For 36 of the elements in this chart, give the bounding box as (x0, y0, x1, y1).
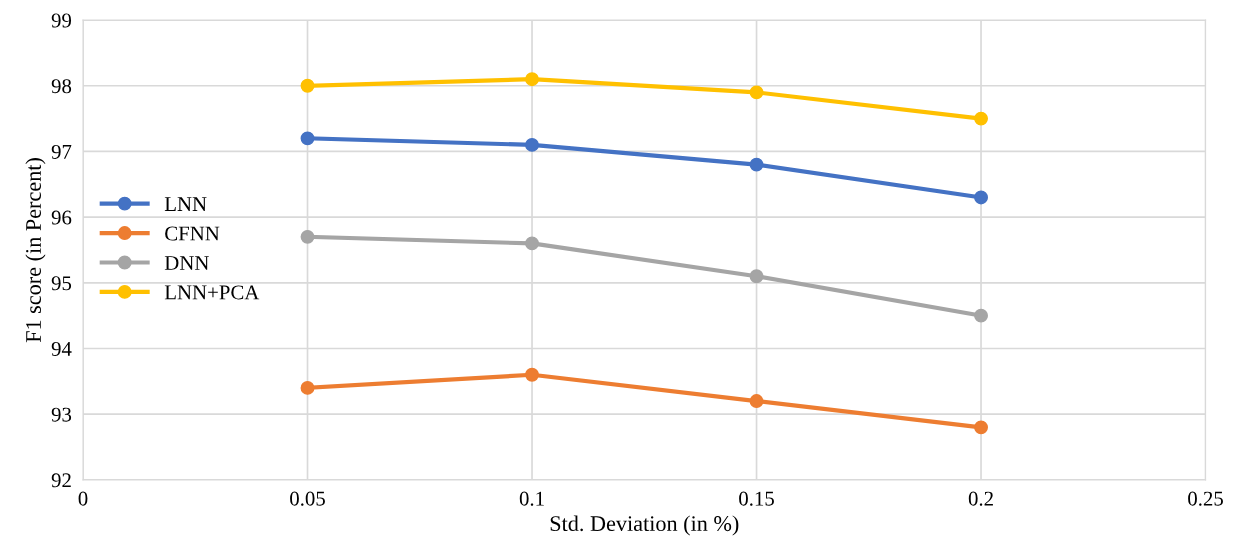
x-tick-label: 0.05 (290, 491, 325, 506)
point (300, 131, 315, 146)
y-axis-title: F1 score (in Percent) (25, 158, 46, 343)
x-tick-label: 0.25 (1188, 491, 1223, 506)
point (300, 380, 315, 395)
legend-label: LNN (164, 197, 207, 211)
x-tick-label: 0 (78, 491, 88, 506)
y-tick-label: 94 (51, 341, 72, 356)
y-tick-label: 93 (51, 407, 72, 422)
point (749, 394, 764, 409)
point (300, 229, 315, 244)
y-tick-label: 95 (51, 276, 72, 291)
y-tick-label: 96 (51, 210, 72, 225)
point (525, 72, 539, 87)
point (525, 137, 539, 152)
x-tick-label: 0.1 (519, 491, 544, 506)
point (974, 111, 988, 126)
point (749, 157, 764, 172)
y-tick-label: 97 (51, 144, 72, 159)
point (525, 367, 539, 382)
point (974, 420, 988, 435)
point (974, 308, 988, 323)
point (974, 190, 988, 205)
x-axis-title: Std. Deviation (in %) (550, 515, 739, 536)
legend-label: LNN+PCA (164, 285, 260, 300)
y-tick-label: 92 (51, 473, 71, 488)
x-tick-label: 0.2 (968, 491, 993, 506)
point (300, 78, 315, 93)
y-tick-label: 98 (51, 79, 72, 94)
x-tick-label: 0.15 (739, 491, 774, 506)
y-tick-label: 99 (51, 13, 72, 28)
point (749, 269, 764, 284)
point (749, 85, 764, 100)
legend-label: CFNN (165, 226, 220, 241)
legend-label: DNN (164, 256, 209, 270)
point (525, 236, 539, 251)
